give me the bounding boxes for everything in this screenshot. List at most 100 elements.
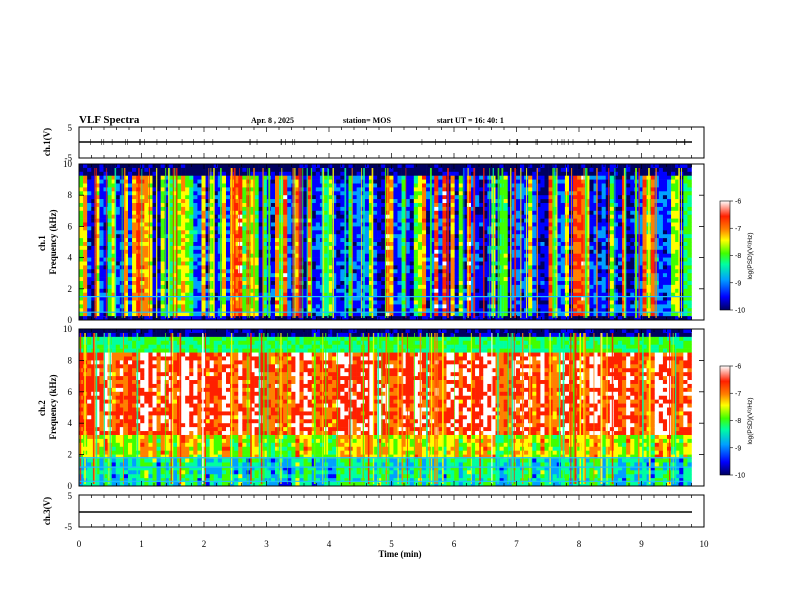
spectrogram-cell [356,253,362,258]
spectrogram-cell [128,265,133,270]
spectrogram-cell [201,296,206,301]
spectrogram-cell [381,308,386,313]
spectrogram-cell [397,183,402,188]
spectrogram-cell [148,265,153,270]
spectrogram-cell [262,183,268,188]
spectrogram-cell [115,179,121,184]
spectrogram-cell [144,175,149,180]
spectrogram-cell [458,218,464,223]
spectrogram-cell [164,199,170,204]
spectrogram-cell [303,222,308,227]
spectrogram-cell [336,277,341,282]
spectrogram-cell [177,281,182,286]
spectrogram-cell [336,167,341,173]
spectrogram-cell [564,257,570,262]
spectrogram-cell [283,257,288,262]
spectrogram-cell [140,312,145,317]
spectrogram-cell [160,281,166,286]
spectrogram-cell [181,206,186,212]
spectrogram-cell [226,179,231,184]
spectrogram-cell [156,226,161,231]
spectrogram-cell [389,304,394,309]
spectrogram-cell [377,226,382,231]
spectrogram-cell [152,226,157,231]
spectrogram-cell [242,206,247,212]
spectrogram-cell [275,277,280,282]
spectrogram-cell [573,179,578,184]
spectrogram-cell [434,171,439,176]
spectrogram-cell [181,242,186,247]
spectrogram-cell [205,245,210,251]
spectrogram-cell [560,199,566,204]
spectrogram-cell [577,179,582,184]
spectrogram-cell [185,288,190,293]
spectrogram-cell [454,199,460,204]
spectrogram-cell [250,249,255,254]
spectrogram-cell [577,167,582,173]
spectrogram-cell [164,269,170,274]
spectrogram-cell [287,179,292,184]
spectrogram-cell [209,199,215,204]
spectrogram-cell [430,242,435,247]
spectrogram-cell [299,281,304,286]
spectrogram-cell [270,167,276,173]
spectrogram-cell [360,203,366,208]
spectrogram-cell [450,183,455,188]
spectrogram-cell [503,296,509,301]
spectrogram-cell [287,292,292,297]
spectrogram-cell [409,304,415,309]
spectrogram-cell [152,234,157,239]
spectrogram-cell [295,234,300,239]
spectrogram-cell [503,253,509,258]
spectrogram-cell [275,292,280,297]
spectrogram-cell [348,183,353,188]
spectrogram-cell [234,203,239,208]
spectrogram-cell [409,234,415,239]
spectrogram-cell [462,210,468,215]
spectrogram-cell [475,238,480,243]
spectrogram-cell [328,183,333,188]
spectrogram-cell [185,257,190,262]
spectrogram-cell [283,199,288,204]
spectrogram-cell [507,210,513,215]
spectrogram-cell [107,312,112,317]
spectrogram-cell [548,199,553,204]
spectrogram-cell [450,288,455,293]
spectrogram-cell [246,199,251,204]
spectrogram-cell [103,304,108,309]
spectrogram-cell [381,312,386,317]
spectrogram-cell [221,191,227,196]
spectrogram-cell [483,288,488,293]
spectrogram-cell [242,199,247,204]
spectrogram-cell [466,179,472,184]
spectrogram-cell [262,164,268,169]
spectrogram-cell [581,167,586,173]
spectrogram-cell [87,191,92,196]
spectrogram-cell [234,249,239,254]
spectrogram-cell [246,308,251,313]
spectrogram-cell [458,230,464,235]
spectrogram-cell [520,164,525,169]
spectrogram-cell [458,292,464,297]
spectrogram-cell [311,179,317,184]
spectrogram-cell [132,230,137,235]
spectrogram-cell [422,242,427,247]
spectrogram-cell [507,199,513,204]
spectrogram-cell [377,206,382,212]
spectrogram-cell [560,210,566,215]
spectrogram-cell [520,183,525,188]
spectrogram-cell [352,206,357,212]
spectrogram-cell [548,308,553,313]
spectrogram-cell [417,281,423,286]
spectrogram-cell [479,167,484,173]
spectrogram-cell [307,167,313,173]
spectrogram-cell [536,226,541,231]
spectrogram-cell [381,265,386,270]
spectrogram-cell [128,203,133,208]
spectrogram-cell [548,288,553,293]
spectrogram-cell [373,281,378,286]
spectrogram-cell [434,226,439,231]
spectrogram-cell [405,296,411,301]
spectrogram-cell [471,281,476,286]
spectrogram-cell [246,284,251,290]
